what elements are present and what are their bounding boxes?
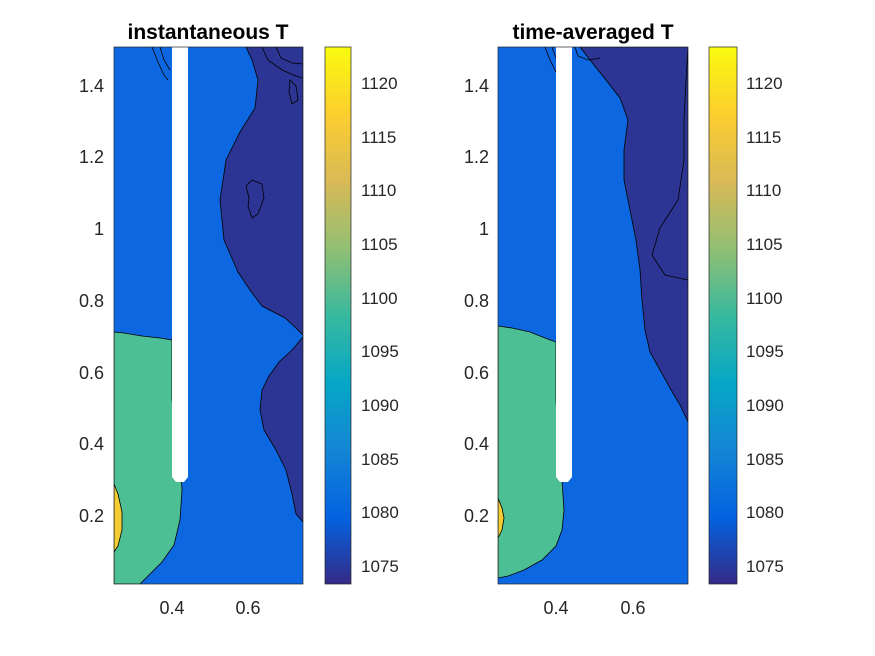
region-1100	[498, 325, 565, 579]
contour-line	[288, 79, 299, 105]
y-tick-label: 0.2	[79, 506, 104, 526]
colorbar-tick-label: 1095	[361, 342, 399, 361]
colorbar-tick-label: 1085	[746, 450, 784, 469]
colorbar-gradient	[325, 47, 351, 584]
probe-tip	[556, 477, 572, 482]
colorbar-tick-label: 1115	[361, 128, 396, 147]
x-tick-label: 0.4	[543, 598, 568, 618]
contour-line	[275, 47, 303, 65]
x-ticks: 0.4 0.6	[159, 598, 260, 618]
y-ticks: 0.2 0.4 0.6 0.8 1 1.2 1.4	[79, 76, 104, 526]
y-tick-label: 1	[479, 219, 489, 239]
probe-rod	[556, 47, 572, 477]
y-tick-label: 0.4	[464, 434, 489, 454]
contour-line	[245, 179, 265, 219]
colorbar-tick-label: 1100	[746, 289, 783, 308]
colorbar-gradient	[709, 47, 737, 584]
y-tick-label: 0.2	[464, 506, 489, 526]
colorbar-tick-label: 1110	[746, 181, 781, 200]
region-1078-right	[219, 47, 303, 336]
colorbar-tick-label: 1075	[746, 557, 784, 576]
x-tick-label: 0.6	[620, 598, 645, 618]
chart-title: time-averaged T	[512, 21, 673, 44]
colorbar-tick-label: 1095	[746, 342, 784, 361]
colorbar-box	[708, 46, 738, 585]
y-tick-label: 0.8	[79, 291, 104, 311]
probe-rod	[172, 47, 188, 477]
probe-tip	[172, 477, 188, 482]
colorbar-tick-label: 1115	[746, 128, 781, 147]
colorbar-tick-label: 1075	[361, 557, 399, 576]
contour-line	[151, 47, 169, 81]
region-1078-lower-right	[259, 336, 303, 523]
contour-line	[261, 47, 303, 79]
y-tick-label: 0.6	[464, 363, 489, 383]
x-ticks: 0.4 0.6	[543, 598, 645, 618]
colorbar-tick-label: 1105	[746, 235, 783, 254]
axes-box	[497, 46, 689, 585]
contour-field	[114, 47, 303, 584]
y-tick-label: 0.6	[79, 363, 104, 383]
y-tick-label: 0.8	[464, 291, 489, 311]
region-1120	[498, 497, 505, 539]
colorbar-tick-label: 1080	[361, 503, 399, 522]
region-1120	[114, 483, 123, 553]
colorbar-tick-label: 1100	[361, 289, 398, 308]
y-tick-label: 1.4	[464, 76, 489, 96]
contour-line	[159, 47, 171, 71]
colorbar-tick-label: 1120	[746, 74, 783, 93]
panel-time-averaged: time-averaged T 0.2 0.4 0.6 0.8 1 1.2 1.…	[464, 21, 784, 618]
colorbar-tick-label: 1085	[361, 450, 399, 469]
y-tick-label: 1.2	[79, 147, 104, 167]
axes-box	[113, 46, 304, 585]
colorbar-tick-label: 1090	[746, 396, 784, 415]
y-ticks: 0.2 0.4 0.6 0.8 1 1.2 1.4	[464, 76, 489, 526]
contour-line	[574, 47, 601, 61]
colorbar-tick-label: 1110	[361, 181, 396, 200]
x-tick-label: 0.6	[235, 598, 260, 618]
x-tick-label: 0.4	[159, 598, 184, 618]
region-1100	[114, 331, 183, 584]
colorbar-tick-label: 1090	[361, 396, 399, 415]
y-tick-label: 0.4	[79, 434, 104, 454]
contour-line	[651, 47, 688, 281]
y-tick-label: 1.4	[79, 76, 104, 96]
region-1078-right	[579, 47, 688, 423]
colorbar: 1075 1080 1085 1090 1095 1100 1105 1110 …	[324, 46, 399, 585]
panel-instantaneous: instantaneous T 0.2 0.4 0.6 0.8 1 1.2 1.…	[79, 21, 399, 618]
colorbar: 1075 1080 1085 1090 1095 1100 1105 1110 …	[708, 46, 784, 585]
colorbar-box	[324, 46, 352, 585]
contour-field	[498, 47, 688, 584]
colorbar-tick-label: 1105	[361, 235, 398, 254]
y-tick-label: 1	[94, 219, 104, 239]
chart-title: instantaneous T	[127, 21, 288, 44]
colorbar-tick-label: 1080	[746, 503, 784, 522]
colorbar-tick-label: 1120	[361, 74, 398, 93]
y-tick-label: 1.2	[464, 147, 489, 167]
